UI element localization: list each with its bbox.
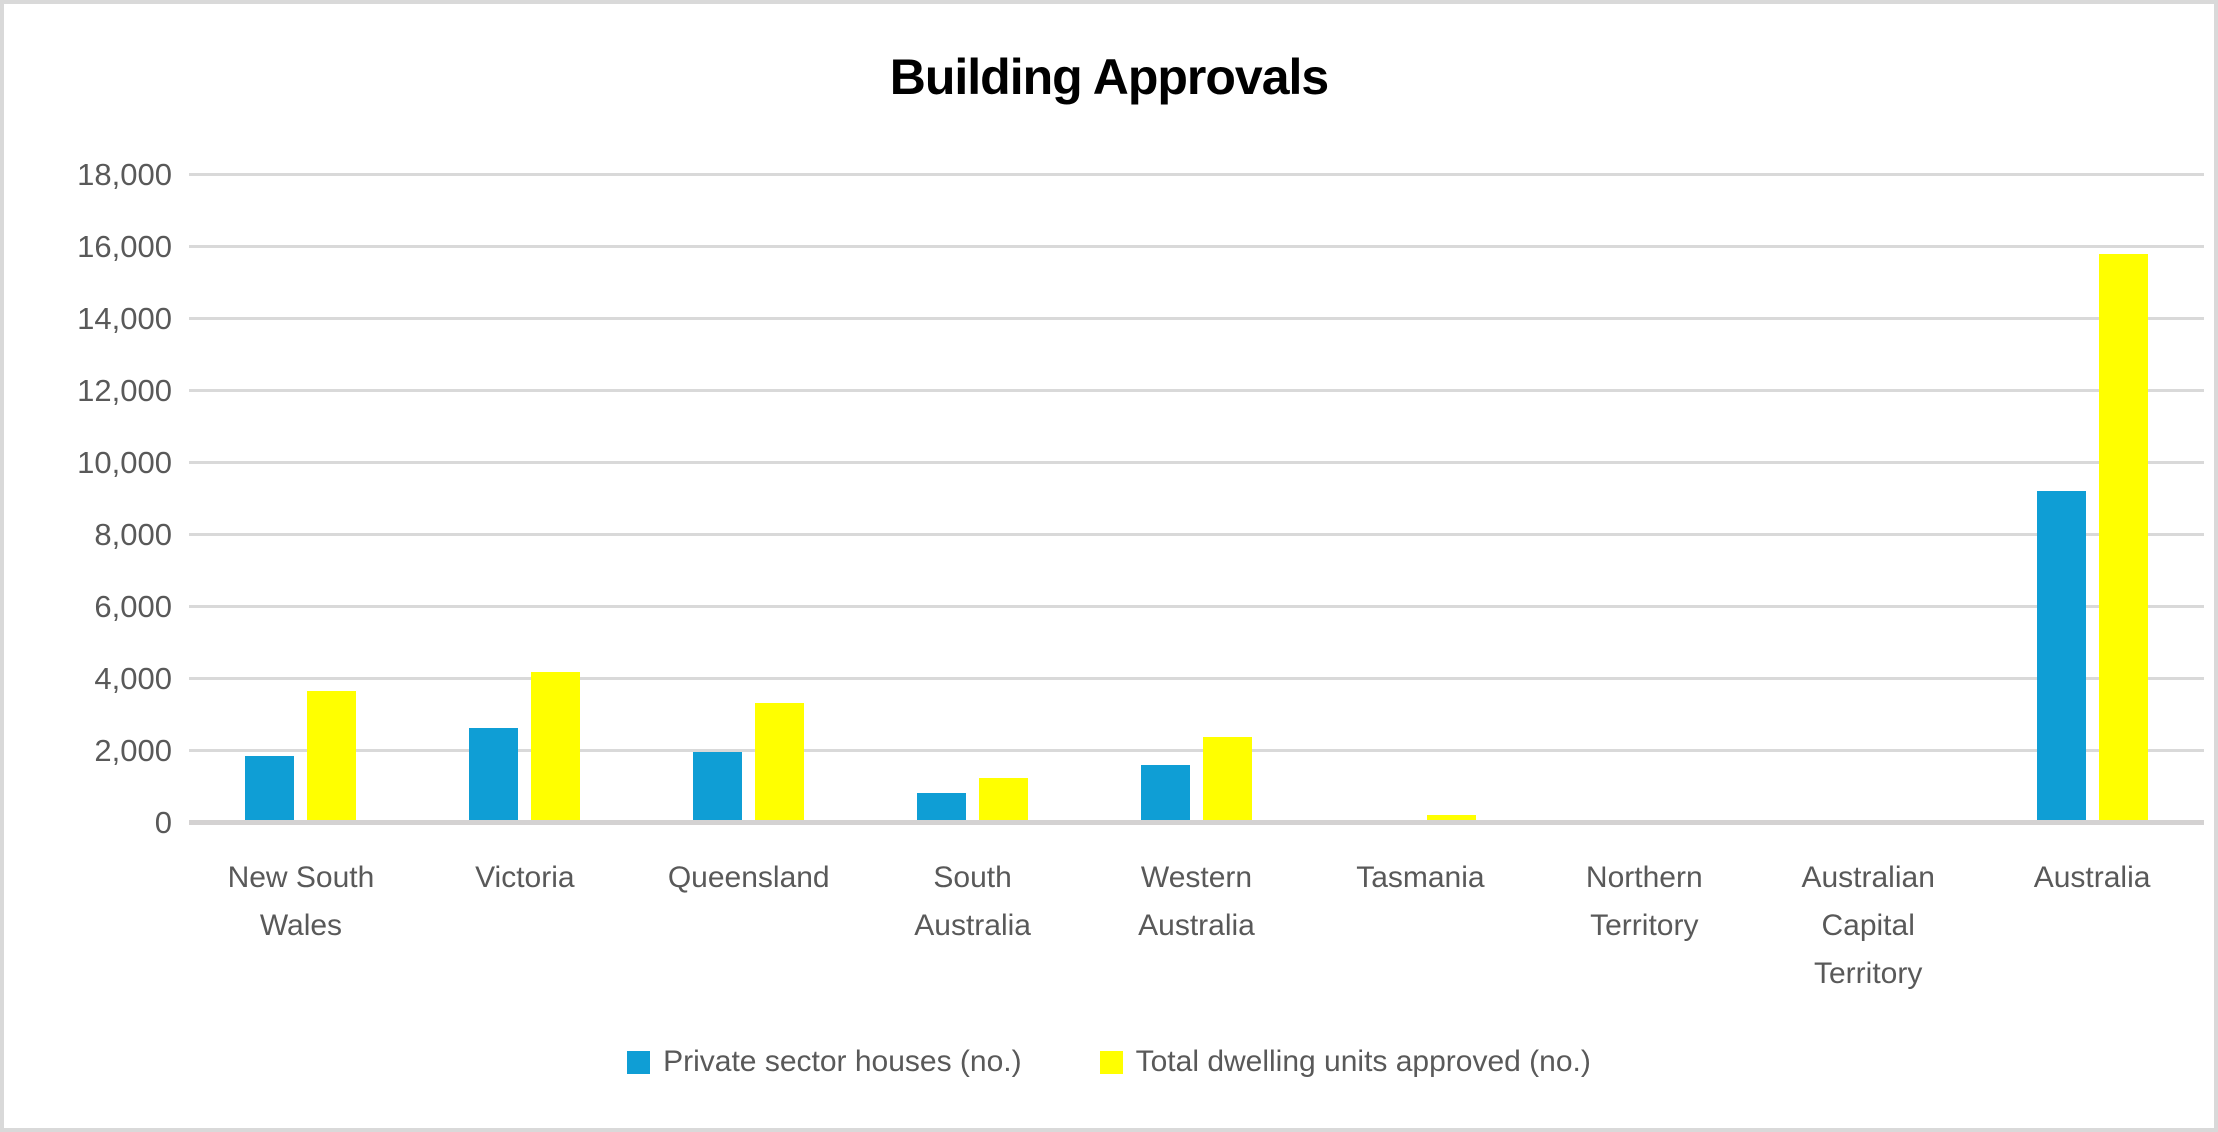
gridline-8-000 — [189, 533, 2204, 536]
y-tick-label-0: 0 — [154, 805, 172, 840]
bar-total-dwelling-units-approved-australia — [2098, 254, 2148, 823]
y-tick-label-10-000: 10,000 — [77, 445, 172, 480]
legend-label: Private sector houses (no.) — [663, 1045, 1022, 1078]
bar-private-sector-houses-new-south-wales — [245, 756, 295, 823]
gridline-18-000 — [189, 173, 2204, 176]
legend-label: Total dwelling units approved (no.) — [1135, 1045, 1591, 1078]
y-tick-label-16-000: 16,000 — [77, 229, 172, 264]
y-tick-label-8-000: 8,000 — [94, 517, 172, 552]
y-axis-tick-labels: 0 2,000 4,000 6,000 8,000 10,000 12,000 14,000 1… — [4, 157, 172, 840]
gridline-14-000 — [189, 317, 2204, 320]
gridline-2-000 — [189, 749, 2204, 752]
y-tick-label-14-000: 14,000 — [77, 301, 172, 336]
bar-group-western-australia — [1085, 175, 1309, 823]
x-category-label-new-south-wales: New South Wales — [227, 861, 375, 942]
chart-title: Building Approvals — [889, 49, 1330, 105]
legend-swatch-blue — [627, 1050, 651, 1074]
x-axis-category-labels: New South Wales Victoria Queensland South A… — [189, 854, 2204, 998]
bar-total-dwelling-units-approved-western-australia — [1203, 736, 1252, 823]
bar-total-dwelling-units-approved-victoria — [531, 671, 581, 823]
bar-private-sector-houses-queensland — [693, 752, 743, 823]
x-category-label-south-australia: South Australia — [914, 861, 1031, 942]
y-tick-label-6-000: 6,000 — [94, 589, 172, 624]
bar-total-dwelling-units-approved-tasmania — [1426, 815, 1476, 823]
bar-private-sector-houses-victoria — [469, 728, 519, 823]
bar-group-south-australia — [861, 175, 1085, 823]
bar-group-tasmania — [1308, 175, 1532, 823]
x-category-label-victoria: Victoria — [475, 861, 575, 894]
bar-private-sector-houses-south-australia — [917, 793, 967, 823]
x-category-label-australian-capital-territory: Australian Capital Territory — [1801, 861, 1935, 990]
bar-total-dwelling-units-approved-queensland — [755, 703, 805, 823]
bar-group-queensland — [637, 175, 861, 823]
bar-total-dwelling-units-approved-new-south-wales — [307, 690, 357, 823]
gridline-6-000 — [189, 605, 2204, 608]
x-category-label-northern-territory: Northern Territory — [1585, 861, 1703, 942]
bar-private-sector-houses-australia — [2036, 490, 2086, 823]
gridline-16-000 — [189, 245, 2204, 248]
gridline-10-000 — [189, 461, 2204, 464]
gridline-12-000 — [189, 389, 2204, 392]
y-tick-label-18-000: 18,000 — [77, 157, 172, 192]
y-tick-label-4-000: 4,000 — [94, 661, 172, 696]
x-category-label-tasmania: Tasmania — [1356, 861, 1485, 894]
bar-group-new-south-wales — [189, 175, 413, 823]
legend-swatch-yellow — [1099, 1050, 1123, 1074]
bar-series-container — [189, 175, 2204, 823]
y-tick-label-12-000: 12,000 — [77, 373, 172, 408]
bar-total-dwelling-units-approved-south-australia — [979, 778, 1029, 823]
legend-item-private-sector-houses: Private sector houses (no.) — [627, 1044, 1022, 1080]
x-category-label-australia: Australia — [2033, 861, 2151, 894]
bar-group-northern-territory — [1532, 175, 1756, 823]
bar-group-victoria — [413, 175, 637, 823]
plot-area — [189, 173, 2204, 825]
x-axis-line — [189, 820, 2204, 825]
legend: Private sector houses (no.) Total dwelli… — [4, 1044, 2214, 1080]
x-category-label-western-australia: Western Australia — [1138, 861, 1255, 942]
legend-item-total-dwelling-units: Total dwelling units approved (no.) — [1099, 1044, 1591, 1080]
x-category-label-queensland: Queensland — [667, 861, 830, 894]
bar-group-australia — [1980, 175, 2204, 823]
gridline-4-000 — [189, 677, 2204, 680]
bar-private-sector-houses-western-australia — [1141, 765, 1190, 823]
y-tick-label-2-000: 2,000 — [94, 733, 172, 768]
bar-group-australian-capital-territory — [1756, 175, 1980, 823]
